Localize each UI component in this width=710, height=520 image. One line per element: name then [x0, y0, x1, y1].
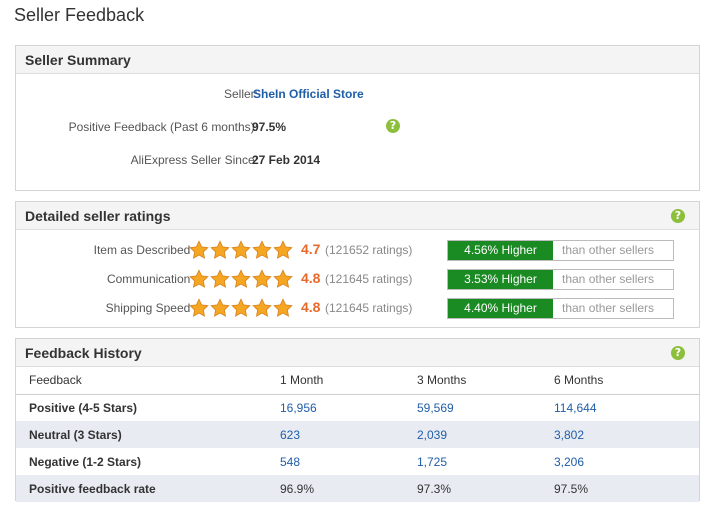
table-row: Neutral (3 Stars) 623 2,039 3,802 — [16, 421, 699, 448]
comparison-value: 4.40% Higher — [448, 299, 553, 318]
rating-score: 4.7 — [301, 241, 321, 257]
feedback-history-panel: Feedback History ? Feedback 1 Month 3 Mo… — [15, 338, 700, 502]
detailed-ratings-heading: Detailed seller ratings ? — [16, 202, 699, 230]
count-link[interactable]: 3,206 — [554, 454, 585, 469]
rate-cell: 97.5% — [554, 475, 699, 502]
question-circle-icon[interactable]: ? — [671, 346, 685, 360]
star-icon — [273, 298, 293, 317]
seller-since-row: AliExpress Seller Since: 27 Feb 2014 — [16, 153, 699, 171]
rating-row: Item as Described : 4.7 (121652 ratings) 4.… — [16, 240, 699, 262]
star-rating — [189, 240, 293, 262]
comparison-value: 3.53% Higher — [448, 270, 553, 289]
rating-score: 4.8 — [301, 299, 321, 315]
rating-count: (121652 ratings) — [325, 243, 413, 257]
column-header: 3 Months — [417, 367, 554, 395]
seller-summary-heading: Seller Summary — [16, 46, 699, 74]
count-link[interactable]: 548 — [280, 454, 301, 469]
column-header: 6 Months — [554, 367, 699, 395]
positive-feedback-label: Positive Feedback (Past 6 months): — [68, 120, 258, 134]
star-icon — [273, 240, 293, 259]
star-icon — [252, 298, 272, 317]
comparison-text: than other sellers — [562, 301, 655, 315]
row-label: Neutral (3 Stars) — [16, 421, 280, 448]
count-link[interactable]: 114,644 — [554, 400, 597, 415]
comparison-value: 4.56% Higher — [448, 241, 553, 260]
star-icon — [252, 269, 272, 288]
seller-since-value: 27 Feb 2014 — [252, 153, 321, 167]
column-header: Feedback — [16, 367, 280, 395]
seller-row: Seller: SheIn Official Store — [16, 87, 699, 105]
star-icon — [273, 269, 293, 288]
rating-label: Shipping Speed : — [105, 301, 197, 315]
rating-label: Communication : — [106, 272, 197, 286]
feedback-history-table: Feedback 1 Month 3 Months 6 Months Posit… — [16, 367, 699, 502]
question-circle-icon[interactable]: ? — [671, 209, 685, 223]
column-header: 1 Month — [280, 367, 417, 395]
star-icon — [210, 269, 230, 288]
count-link[interactable]: 16,956 — [280, 400, 317, 415]
count-link[interactable]: 1,725 — [417, 454, 448, 469]
row-label: Positive (4-5 Stars) — [29, 400, 138, 415]
table-header-row: Feedback 1 Month 3 Months 6 Months — [16, 367, 699, 395]
positive-feedback-row: Positive Feedback (Past 6 months): 97.5%… — [16, 119, 699, 138]
comparison-bar: 4.56% Higher than other sellers — [447, 240, 674, 261]
rating-row: Shipping Speed : 4.8 (121645 ratings) 4.40%… — [16, 298, 699, 320]
rating-count: (121645 ratings) — [325, 301, 413, 315]
star-rating — [189, 269, 293, 291]
detailed-ratings-title: Detailed seller ratings — [25, 208, 171, 224]
star-icon — [189, 269, 209, 288]
comparison-text: than other sellers — [562, 272, 655, 286]
page-title: Seller Feedback — [14, 5, 145, 25]
star-icon — [189, 240, 209, 259]
star-icon — [231, 269, 251, 288]
rating-score: 4.8 — [301, 270, 321, 286]
star-icon — [189, 298, 209, 317]
seller-name-link[interactable]: SheIn Official Store — [253, 87, 364, 101]
star-icon — [231, 298, 251, 317]
seller-summary-panel: Seller Summary Seller: SheIn Official St… — [15, 45, 700, 191]
count-link[interactable]: 2,039 — [417, 421, 554, 448]
rating-label: Item as Described : — [93, 243, 197, 257]
feedback-history-body: Positive (4-5 Stars) 16,956 59,569 114,644 N… — [16, 394, 699, 502]
detailed-ratings-panel: Detailed seller ratings ? Item as Descri… — [15, 201, 700, 328]
feedback-history-title: Feedback History — [25, 345, 142, 361]
table-row: Positive (4-5 Stars) 16,956 59,569 114,644 — [16, 394, 699, 421]
rate-cell: 96.9% — [280, 475, 417, 502]
star-icon — [252, 240, 272, 259]
comparison-bar: 3.53% Higher than other sellers — [447, 269, 674, 290]
positive-feedback-value: 97.5% — [252, 120, 287, 134]
star-icon — [210, 240, 230, 259]
count-link[interactable]: 3,802 — [554, 421, 699, 448]
comparison-text: than other sellers — [562, 243, 655, 257]
row-label: Negative (1-2 Stars) — [29, 454, 142, 469]
table-row: Positive feedback rate 96.9% 97.3% 97.5% — [16, 475, 699, 502]
count-link[interactable]: 623 — [280, 421, 417, 448]
star-icon — [231, 240, 251, 259]
rate-cell: 97.3% — [417, 475, 554, 502]
row-label: Positive feedback rate — [16, 475, 280, 502]
seller-since-label: AliExpress Seller Since: — [130, 153, 258, 167]
count-link[interactable]: 59,569 — [417, 400, 454, 415]
seller-label: Seller: — [223, 87, 258, 101]
question-circle-icon[interactable]: ? — [386, 119, 400, 133]
star-icon — [210, 298, 230, 317]
table-row: Negative (1-2 Stars) 548 1,725 3,206 — [16, 448, 699, 475]
star-rating — [189, 298, 293, 320]
comparison-bar: 4.40% Higher than other sellers — [447, 298, 674, 319]
rating-row: Communication : 4.8 (121645 ratings) 3.53% … — [16, 269, 699, 291]
rating-count: (121645 ratings) — [325, 272, 413, 286]
feedback-history-heading: Feedback History ? — [16, 339, 699, 367]
